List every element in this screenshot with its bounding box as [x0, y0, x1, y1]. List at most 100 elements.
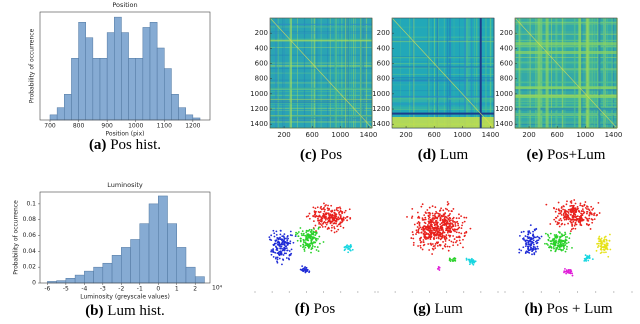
- embedding-point: [422, 225, 425, 228]
- embedding-point: [537, 247, 539, 250]
- embedding-point: [572, 206, 575, 209]
- embedding-point: [329, 217, 331, 220]
- embedding-point: [303, 248, 306, 251]
- embedding-point: [444, 222, 447, 225]
- embedding-point: [331, 224, 333, 227]
- embedding-point: [447, 249, 450, 252]
- embedding-point: [429, 227, 432, 230]
- embedding-point: [312, 206, 315, 209]
- embedding-point: [299, 245, 302, 247]
- embedding-point: [343, 246, 346, 249]
- embedding-point: [439, 226, 442, 229]
- embedding-point: [553, 218, 556, 221]
- x-axis-label: Position (pix): [106, 131, 145, 138]
- chart-title: Position: [112, 1, 137, 9]
- embedding-point: [439, 235, 442, 238]
- embedding-point: [448, 245, 451, 248]
- embedding-point: [588, 223, 591, 226]
- y-tick-label: 1400: [372, 120, 390, 128]
- embedding-point: [580, 210, 583, 212]
- embedding-point: [349, 249, 352, 252]
- heatmap-stripe: [610, 18, 614, 128]
- heatmap-stripe: [412, 18, 414, 128]
- embedding-point: [419, 226, 422, 229]
- heatmap-stripe: [334, 18, 337, 128]
- heatmap-stripe: [453, 18, 455, 128]
- embedding-point: [276, 260, 278, 263]
- embedding-point: [537, 239, 540, 241]
- plot-frame: [39, 11, 211, 121]
- embedding-point: [313, 228, 315, 230]
- axis-dot: [558, 291, 560, 293]
- heatmap-stripe: [562, 18, 565, 128]
- embedding-point: [319, 223, 322, 225]
- embedding-point: [447, 210, 450, 212]
- embedding-point: [557, 240, 560, 243]
- embedding-point: [339, 216, 342, 219]
- heatmap-stripe: [270, 98, 372, 101]
- embedding-point: [441, 218, 444, 221]
- embedding-point: [566, 215, 569, 218]
- embedding-point: [428, 211, 431, 214]
- embedding-point: [591, 221, 594, 224]
- embedding-point: [586, 210, 589, 213]
- axis-dot: [394, 291, 396, 293]
- embedding-point: [309, 242, 312, 245]
- embedding-point: [310, 235, 313, 238]
- embedding-point: [533, 253, 536, 256]
- embedding-point: [444, 215, 447, 218]
- embedding-point: [606, 247, 608, 249]
- heatmap-stripe: [468, 18, 470, 128]
- embedding-point: [564, 244, 567, 246]
- heatmap-diagonal: [391, 17, 495, 129]
- embedding-point: [316, 206, 319, 209]
- embedding-point: [269, 238, 271, 241]
- embedding-point: [565, 203, 568, 206]
- heatmap-stripe: [270, 102, 372, 103]
- heatmap-stripe: [466, 18, 468, 128]
- embedding-point: [443, 224, 446, 226]
- embedding-point: [564, 212, 567, 215]
- caption: (c) Pos: [300, 147, 342, 163]
- embedding-point: [314, 216, 317, 218]
- embedding-point: [518, 234, 521, 237]
- embedding-point: [436, 267, 439, 270]
- embedding-point: [285, 257, 288, 259]
- embedding-point: [346, 244, 349, 247]
- embedding-point: [339, 222, 342, 225]
- embedding-point: [446, 227, 449, 230]
- x-tick-label: -4: [81, 286, 87, 293]
- embedding-point: [435, 237, 438, 240]
- heatmap-stripe: [612, 18, 614, 128]
- embedding-point: [554, 240, 557, 243]
- embedding-point: [323, 217, 326, 219]
- embedding-point: [580, 215, 583, 217]
- embedding-point: [457, 222, 459, 225]
- heatmap-stripe: [515, 21, 617, 24]
- embedding-point: [433, 236, 435, 239]
- embedding-point: [606, 244, 609, 247]
- embedding-point: [602, 245, 605, 248]
- embedding-point: [562, 239, 565, 242]
- embedding-point: [279, 229, 282, 232]
- embedding-point: [549, 242, 552, 245]
- embedding-point: [309, 234, 311, 236]
- embedding-point: [428, 235, 431, 238]
- embedding-point: [439, 219, 442, 222]
- axis-dot: [613, 291, 615, 293]
- embedding-point: [524, 245, 527, 247]
- heatmap-stripe: [515, 24, 617, 25]
- embedding-point: [448, 257, 451, 260]
- caption-text: Pos+Lum: [547, 147, 606, 163]
- embedding-point: [564, 267, 566, 270]
- embedding-point: [322, 241, 325, 243]
- embedding-point: [335, 208, 338, 211]
- embedding-point: [574, 202, 577, 205]
- embedding-point: [588, 214, 591, 217]
- embedding-point: [530, 248, 532, 251]
- embedding-point: [345, 216, 348, 218]
- embedding-point: [316, 215, 318, 218]
- embedding-point: [314, 238, 317, 241]
- embedding-point: [451, 225, 454, 228]
- embedding-point: [604, 246, 607, 249]
